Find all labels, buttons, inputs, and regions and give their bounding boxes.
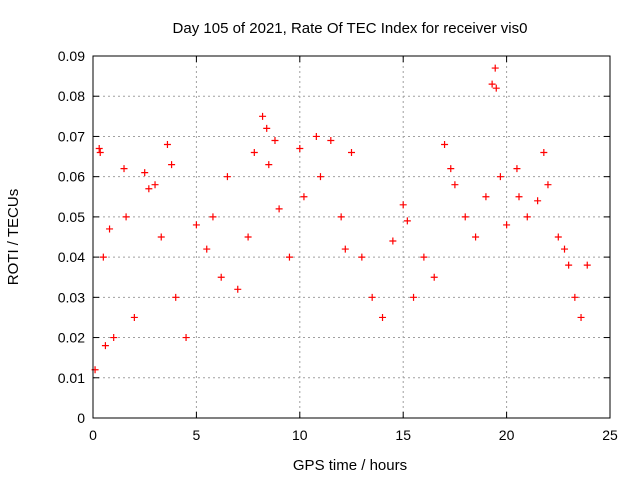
data-point (312, 132, 320, 140)
data-point (316, 173, 324, 181)
data-point (217, 273, 225, 281)
y-tick-label: 0.06 (58, 169, 85, 185)
data-point (523, 213, 531, 221)
y-tick-label: 0.03 (58, 289, 85, 305)
data-point (430, 273, 438, 281)
x-tick-label: 10 (292, 427, 308, 443)
data-point (544, 181, 552, 189)
data-point (168, 161, 176, 169)
data-point (348, 149, 355, 157)
data-point (275, 205, 283, 213)
data-point (410, 293, 418, 301)
data-point (341, 245, 349, 253)
chart-title: Day 105 of 2021, Rate Of TEC Index for r… (173, 20, 528, 37)
data-point (101, 342, 109, 350)
data-point (327, 136, 335, 144)
data-point (515, 193, 523, 201)
y-tick-label: 0.05 (58, 209, 85, 225)
data-point (399, 201, 407, 209)
y-tick-label: 0.08 (58, 88, 85, 104)
data-point (151, 181, 159, 189)
data-point (358, 253, 366, 261)
data-point (379, 313, 387, 321)
y-tick-label: 0.04 (58, 249, 85, 265)
data-point (141, 169, 149, 177)
data-point (157, 233, 165, 241)
data-point (403, 217, 411, 225)
data-point (472, 233, 480, 241)
x-tick-label: 20 (499, 427, 515, 443)
data-point (223, 173, 231, 181)
x-axis-label: GPS time / hours (293, 457, 407, 474)
data-point (172, 293, 180, 301)
data-point (271, 136, 279, 144)
y-tick-label: 0.01 (58, 370, 85, 386)
data-point (110, 334, 118, 342)
data-point (441, 140, 449, 148)
plot-frame (92, 55, 611, 419)
x-tick-label: 15 (395, 427, 411, 443)
data-point (451, 181, 459, 189)
data-point (482, 193, 490, 201)
data-point (503, 221, 511, 229)
data-point (259, 112, 267, 120)
data-point (368, 293, 376, 301)
data-point (554, 233, 562, 241)
data-point (571, 293, 579, 301)
data-point (488, 80, 496, 88)
data-point (577, 313, 585, 321)
grid-lines (93, 56, 610, 418)
x-tick-label: 25 (602, 427, 618, 443)
data-point (130, 313, 138, 321)
data-point (95, 145, 103, 153)
axis-ticks: 0 0.01 0.02 0.03 0.04 0.05 0.06 0.07 0.08 0.09 0 5 1… (58, 48, 618, 443)
data-point (263, 124, 271, 132)
data-point (209, 213, 217, 221)
data-point (389, 237, 397, 245)
data-point (513, 165, 521, 173)
data-point (583, 261, 591, 269)
data-point (496, 173, 504, 181)
data-point (447, 165, 455, 173)
data-point (534, 197, 542, 205)
data-point (192, 221, 200, 229)
data-point (250, 149, 258, 157)
data-point (492, 84, 500, 92)
x-tick-label: 0 (89, 427, 97, 443)
data-point (337, 213, 345, 221)
data-point (296, 145, 304, 153)
data-point (163, 140, 171, 148)
data-point (461, 213, 469, 221)
data-point (285, 253, 293, 261)
x-tick-label: 5 (193, 427, 201, 443)
data-point (565, 261, 573, 269)
y-tick-label: 0 (77, 410, 85, 426)
y-tick-label: 0.02 (58, 330, 85, 346)
data-point (540, 149, 548, 157)
data-point (244, 233, 252, 241)
data-point (120, 165, 128, 173)
data-point (561, 245, 569, 253)
data-point (96, 149, 104, 157)
y-axis-label: ROTI / TECUs (5, 189, 22, 285)
data-point (99, 253, 107, 261)
data-point (182, 334, 190, 342)
data-point (106, 225, 114, 233)
data-points (91, 64, 591, 374)
data-point (203, 245, 211, 253)
data-point (420, 253, 428, 261)
y-tick-label: 0.09 (58, 48, 85, 64)
data-point (265, 161, 273, 169)
data-point (234, 285, 242, 293)
data-point (491, 64, 499, 72)
data-point (145, 185, 153, 193)
data-point (122, 213, 130, 221)
y-tick-label: 0.07 (58, 128, 85, 144)
data-point (300, 193, 308, 201)
